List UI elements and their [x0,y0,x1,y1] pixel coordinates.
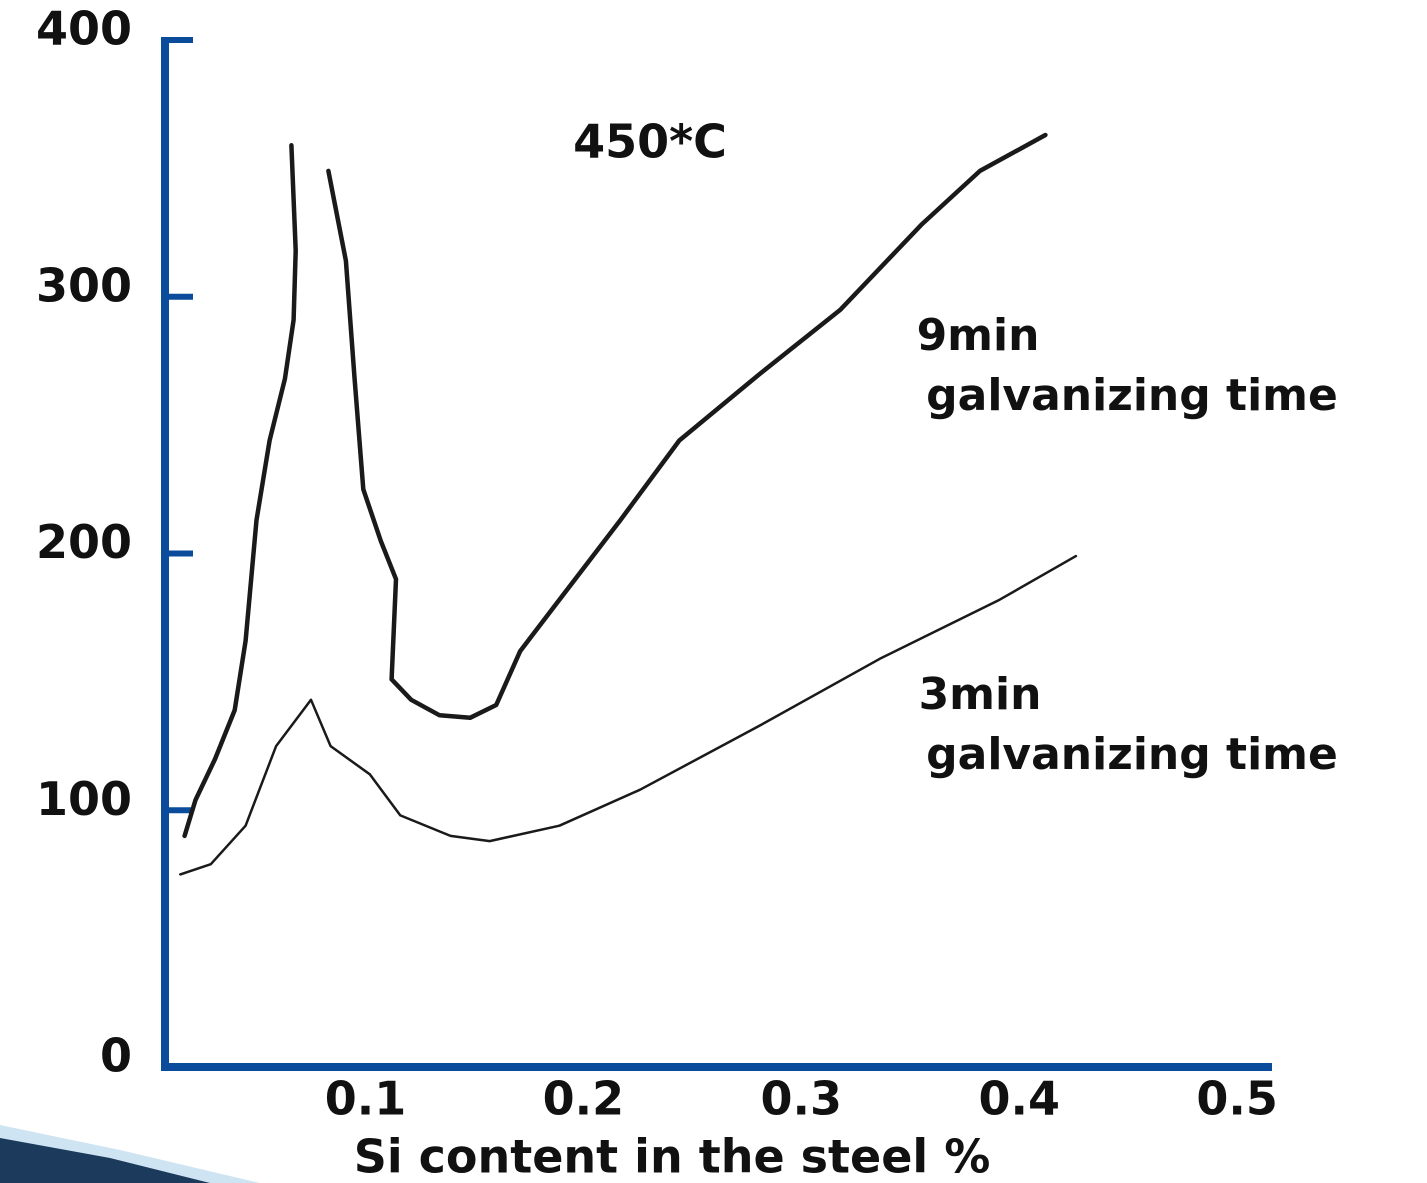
annotation: 3min [919,669,1042,720]
x-tick-label: 0.4 [978,1072,1060,1126]
y-tick-label: 200 [36,515,132,569]
series-line [179,554,1078,876]
x-tick-label: 0.1 [325,1072,407,1126]
y-tick-label: 100 [36,772,132,826]
annotation: 450*C [573,115,727,169]
x-tick-label: 0.3 [761,1072,843,1126]
y-tick-label: 300 [36,258,132,312]
annotation: galvanizing time [926,729,1338,780]
y-tick-label: 0 [100,1029,132,1083]
x-axis-label: Si content in the steel % [354,1130,991,1183]
x-tick-label: 0.5 [1196,1072,1278,1126]
decoration [0,1138,210,1183]
annotation: galvanizing time [926,370,1338,421]
y-tick-label: 400 [36,2,132,56]
x-tick-label: 0.2 [543,1072,625,1126]
series-line [182,132,1048,839]
annotation: 9min [917,310,1040,361]
